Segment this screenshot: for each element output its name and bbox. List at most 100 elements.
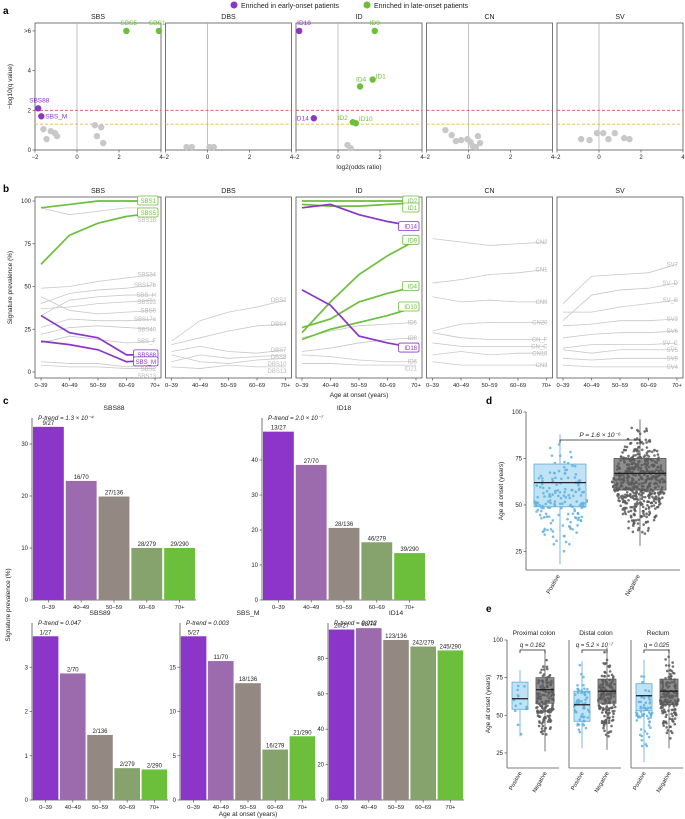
- box-point: [548, 499, 552, 502]
- box-point: [657, 456, 660, 459]
- box-point: [657, 485, 660, 488]
- box-point: [647, 696, 651, 699]
- volcano-label-id1: ID1: [376, 74, 387, 81]
- x-tick-label: 0–39: [335, 805, 348, 811]
- x-tick-label: 2: [117, 155, 121, 161]
- box-point: [647, 505, 651, 509]
- box-point: [661, 722, 665, 725]
- x-tick-label: 40–49: [583, 383, 599, 389]
- x-tick-label: 60–69: [510, 383, 526, 389]
- y-tick-label: 60: [317, 692, 324, 698]
- box-point: [637, 445, 641, 449]
- box-point: [659, 464, 663, 467]
- box-point: [541, 732, 545, 736]
- volcano-point-sbs1: [155, 27, 163, 35]
- bar-ptrend-id18: P-trend = 2.0 × 10⁻⁷: [268, 415, 324, 422]
- volcano-point: [347, 144, 354, 152]
- box-point: [549, 694, 553, 698]
- box-point: [640, 738, 644, 742]
- box-point: [645, 489, 649, 493]
- box-point: [668, 696, 671, 700]
- x-tick-label: 50–59: [612, 383, 628, 389]
- box-point: [629, 495, 633, 499]
- x-tick-label: 70+: [542, 383, 552, 389]
- box-point: [603, 714, 606, 718]
- box-point: [656, 458, 659, 461]
- x-tick-label: 50–59: [90, 383, 106, 389]
- box-point: [654, 495, 657, 499]
- box-point: [540, 701, 544, 704]
- lines-title-sv: SV: [615, 188, 625, 195]
- box-point: [574, 490, 577, 494]
- x-tick-label: 4: [420, 155, 424, 161]
- box-point: [653, 482, 656, 486]
- box-point: [604, 681, 608, 684]
- x-tick-label: 60–69: [369, 605, 385, 611]
- box-point: [606, 716, 610, 720]
- volcano-point: [476, 139, 484, 147]
- series-label-cn18: CN18: [532, 352, 548, 358]
- y-tick-label: 0: [25, 598, 29, 604]
- lines-title-dbs: DBS: [221, 188, 236, 195]
- bar-sbs-m-4: [289, 736, 316, 800]
- box-point: [573, 509, 577, 513]
- lines-title-cn: CN: [484, 188, 494, 195]
- box-point: [665, 713, 668, 717]
- legend-early-marker: [230, 1, 238, 9]
- x-tick-label: 50–59: [106, 605, 122, 611]
- box-point: [615, 487, 619, 491]
- box-point: [672, 705, 676, 708]
- box-point: [562, 549, 566, 553]
- box-point: [647, 477, 650, 480]
- bar-id14-4: [437, 650, 464, 800]
- box-point: [586, 716, 590, 719]
- series-line-sbs-f: [40, 335, 156, 344]
- x-tick-label: 0: [597, 155, 601, 161]
- x-tick-label: 50–59: [351, 383, 367, 389]
- box-point: [611, 676, 615, 680]
- box-point: [664, 676, 667, 680]
- box-point: [582, 723, 586, 727]
- volcano-point: [593, 129, 601, 137]
- series-label-cn-c: CN_C: [531, 345, 548, 351]
- box-point: [616, 492, 620, 496]
- box-point: [560, 506, 563, 510]
- volcano-label-id10: ID10: [359, 116, 373, 123]
- box-point: [646, 474, 649, 478]
- box-point: [602, 678, 605, 682]
- box-point: [546, 500, 550, 503]
- box-e-x-label-negative: Negative: [656, 771, 673, 794]
- box-point: [623, 488, 627, 491]
- series-line-id4: [301, 285, 417, 329]
- x-tick-label: 0–39: [557, 383, 570, 389]
- box-point: [665, 684, 668, 687]
- box-point: [600, 711, 604, 714]
- box-point: [630, 426, 634, 430]
- box-point: [648, 494, 651, 498]
- box-point: [560, 477, 563, 481]
- series-line-id18: [301, 289, 417, 349]
- y-tick-label: 50: [24, 285, 31, 291]
- y-tick-label: 0: [173, 798, 177, 804]
- box-point: [642, 706, 645, 710]
- y-tick-label: 0: [255, 598, 259, 604]
- box-point: [586, 708, 590, 712]
- box-point: [631, 478, 634, 482]
- box-point: [570, 455, 573, 459]
- volcano-point-id2: [349, 119, 356, 126]
- box-e-title-proximal-colon: Proximal colon: [513, 630, 556, 637]
- box-point: [514, 709, 517, 713]
- box-point: [633, 513, 637, 517]
- volcano-point: [183, 143, 190, 151]
- box-point: [664, 695, 667, 698]
- box-point: [551, 519, 555, 522]
- box-point: [575, 500, 579, 503]
- lines-title-sbs: SBS: [91, 188, 105, 195]
- box-point: [600, 688, 604, 691]
- box-point: [640, 463, 644, 467]
- box-point: [543, 693, 546, 697]
- box-point: [602, 726, 605, 730]
- box-point: [545, 678, 548, 681]
- box-point: [571, 494, 575, 498]
- qvalue-bracket: [643, 649, 670, 653]
